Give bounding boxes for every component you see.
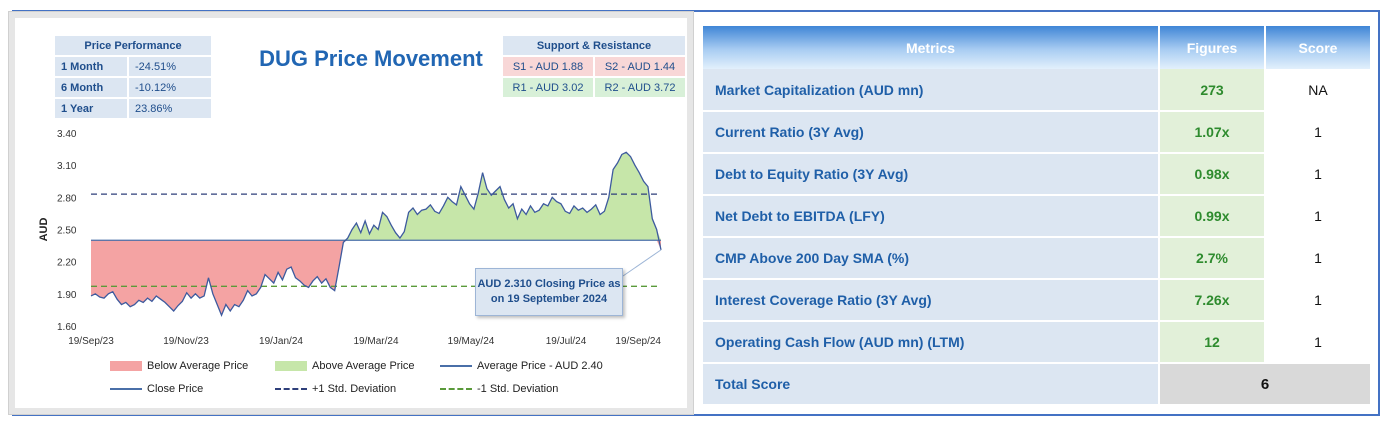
metric-label: Net Debt to EBITDA (LFY) (703, 195, 1160, 238)
legend-swatch-below (110, 361, 142, 371)
legend-label-minus-std: -1 Std. Deviation (477, 383, 559, 395)
metrics-header: Metrics (703, 26, 1160, 69)
x-tick-label: 19/Sep/23 (68, 336, 114, 347)
y-tick-label: 3.10 (57, 161, 77, 172)
metric-figure: 1.07x (1159, 111, 1266, 154)
legend-label-average: Average Price - AUD 2.40 (477, 360, 603, 372)
resistance-r2: R2 - AUD 3.72 (595, 78, 685, 97)
metric-label: Debt to Equity Ratio (3Y Avg) (703, 153, 1160, 196)
legend-swatch-close (110, 388, 142, 390)
x-tick-label: 19/Nov/23 (163, 336, 209, 347)
x-tick-label: 19/Jan/24 (259, 336, 303, 347)
metric-score: 1 (1265, 153, 1370, 196)
metric-figure: 7.26x (1159, 279, 1266, 322)
total-score-row: Total Score 6 (703, 363, 1370, 406)
metric-score: NA (1265, 69, 1370, 112)
legend-minus-std: -1 Std. Deviation (440, 383, 558, 395)
x-axis-ticks: 19/Sep/23 19/Nov/23 19/Jan/24 19/Mar/24 19/M… (68, 336, 661, 347)
legend-swatch-average (440, 365, 472, 367)
price-performance-table: Price Performance 1 Month -24.51% 6 Mont… (53, 34, 213, 120)
legend-average-price: Average Price - AUD 2.40 (440, 360, 603, 372)
below-average-area (91, 240, 661, 316)
table-row: Current Ratio (3Y Avg) 1.07x 1 (703, 111, 1370, 154)
callout-line-2: on 19 September 2024 (490, 293, 608, 305)
y-tick-label: 3.40 (57, 129, 77, 140)
metric-score: 1 (1265, 111, 1370, 154)
metric-label: Market Capitalization (AUD mn) (703, 69, 1160, 112)
metric-figure: 273 (1159, 69, 1266, 112)
legend-label-close: Close Price (147, 383, 204, 395)
support-resistance-table: Support & Resistance S1 - AUD 1.88 S2 - … (501, 34, 687, 99)
legend-swatch-above (275, 361, 307, 371)
metric-score: 1 (1265, 195, 1370, 238)
metric-figure: 12 (1159, 321, 1266, 364)
metric-score: 1 (1265, 321, 1370, 364)
metric-figure: 0.99x (1159, 195, 1266, 238)
total-score-value: 6 (1159, 363, 1370, 406)
price-chart-panel: Price Performance 1 Month -24.51% 6 Mont… (15, 18, 687, 408)
metric-figure: 2.7% (1159, 237, 1266, 280)
pp-label-1-month: 1 Month (55, 57, 127, 76)
figures-header: Figures (1159, 26, 1266, 69)
support-resistance-header: Support & Resistance (503, 36, 685, 55)
resistance-r1: R1 - AUD 3.02 (503, 78, 593, 97)
y-tick-label: 1.90 (57, 290, 77, 301)
table-row: Operating Cash Flow (AUD mn) (LTM) 12 1 (703, 321, 1370, 364)
above-average-area (91, 152, 661, 241)
score-header: Score (1265, 26, 1370, 69)
price-performance-header: Price Performance (55, 36, 211, 55)
legend-plus-std: +1 Std. Deviation (275, 383, 396, 395)
pp-label-1-year: 1 Year (55, 99, 127, 118)
metric-label: Interest Coverage Ratio (3Y Avg) (703, 279, 1160, 322)
support-s1: S1 - AUD 1.88 (503, 57, 593, 76)
legend-swatch-minus-std (440, 388, 472, 390)
callout-line-1: AUD 2.310 Closing Price as (477, 278, 621, 290)
y-axis-ticks: 3.40 3.10 2.80 2.50 2.20 1.90 1.60 (57, 129, 77, 333)
callout-pointer (622, 249, 662, 277)
y-tick-label: 1.60 (57, 322, 77, 333)
metric-label: Current Ratio (3Y Avg) (703, 111, 1160, 154)
table-row: CMP Above 200 Day SMA (%) 2.7% 1 (703, 237, 1370, 280)
close-price-line (90, 151, 662, 318)
x-tick-label: 19/May/24 (448, 336, 495, 347)
chart-title: DUG Price Movement (259, 46, 483, 71)
pp-value-1-month: -24.51% (129, 57, 211, 76)
closing-price-callout: AUD 2.310 Closing Price as on 19 Septemb… (475, 268, 623, 316)
metrics-table: Metrics Figures Score Market Capitalizat… (703, 26, 1370, 406)
table-row: Debt to Equity Ratio (3Y Avg) 0.98x 1 (703, 153, 1370, 196)
table-row: Net Debt to EBITDA (LFY) 0.99x 1 (703, 195, 1370, 238)
legend-above-average: Above Average Price (275, 360, 415, 372)
metric-score: 1 (1265, 237, 1370, 280)
y-tick-label: 2.50 (57, 226, 77, 237)
pp-label-6-month: 6 Month (55, 78, 127, 97)
pp-value-1-year: 23.86% (129, 99, 211, 118)
legend-close-price: Close Price (110, 383, 203, 395)
x-tick-label: 19/Jul/24 (546, 336, 587, 347)
legend-swatch-plus-std (275, 388, 307, 390)
y-tick-label: 2.80 (57, 193, 77, 204)
table-row: Interest Coverage Ratio (3Y Avg) 7.26x 1 (703, 279, 1370, 322)
metric-label: Operating Cash Flow (AUD mn) (LTM) (703, 321, 1160, 364)
metric-figure: 0.98x (1159, 153, 1266, 196)
total-score-label: Total Score (703, 363, 1160, 406)
support-s2: S2 - AUD 1.44 (595, 57, 685, 76)
legend-label-plus-std: +1 Std. Deviation (312, 383, 397, 395)
price-chart-svg: 3.403.102.802.502.201.901.60 19/Sep/23 19… (38, 129, 662, 347)
x-tick-label: 19/Sep/24 (615, 336, 661, 347)
legend-below-average: Below Average Price (110, 360, 248, 372)
metric-label: CMP Above 200 Day SMA (%) (703, 237, 1160, 280)
x-tick-label: 19/Mar/24 (353, 336, 398, 347)
legend-label-below: Below Average Price (147, 360, 249, 372)
y-axis-label: AUD (38, 218, 50, 242)
legend-label-above: Above Average Price (312, 360, 415, 372)
y-tick-label: 2.20 (57, 258, 77, 269)
metric-score: 1 (1265, 279, 1370, 322)
pp-value-6-month: -10.12% (129, 78, 211, 97)
table-row: Market Capitalization (AUD mn) 273 NA (703, 69, 1370, 112)
